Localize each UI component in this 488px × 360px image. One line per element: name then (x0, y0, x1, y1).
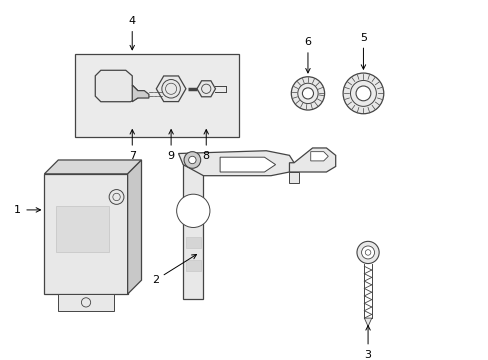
Polygon shape (364, 318, 371, 327)
Bar (44, 174, 127, 294)
Polygon shape (44, 160, 141, 174)
Circle shape (355, 86, 370, 101)
Text: 7: 7 (128, 130, 136, 161)
Polygon shape (178, 151, 293, 176)
Polygon shape (95, 70, 138, 102)
Text: 4: 4 (128, 16, 136, 50)
Circle shape (302, 88, 313, 99)
Circle shape (356, 241, 378, 264)
Text: 3: 3 (364, 326, 371, 360)
Circle shape (176, 194, 209, 228)
Polygon shape (156, 76, 185, 102)
Circle shape (343, 73, 383, 114)
Polygon shape (197, 81, 215, 97)
Polygon shape (132, 85, 149, 102)
Text: 8: 8 (202, 130, 209, 161)
Text: 6: 6 (304, 37, 311, 73)
Text: 1: 1 (14, 205, 41, 215)
Text: 2: 2 (151, 255, 196, 285)
Circle shape (297, 83, 318, 104)
Circle shape (361, 246, 374, 259)
Polygon shape (127, 160, 141, 294)
Bar (185, 260, 200, 271)
Polygon shape (58, 294, 114, 311)
Text: 5: 5 (359, 32, 366, 69)
Polygon shape (220, 157, 275, 172)
Polygon shape (289, 148, 335, 172)
Polygon shape (183, 165, 203, 299)
Polygon shape (289, 172, 298, 183)
Circle shape (183, 152, 200, 168)
Bar (185, 237, 200, 248)
Polygon shape (310, 152, 327, 161)
Circle shape (350, 80, 376, 106)
Bar (75, 54, 238, 137)
Bar (56, 206, 109, 252)
Circle shape (188, 156, 196, 164)
Text: 9: 9 (167, 130, 174, 161)
Circle shape (291, 77, 324, 110)
